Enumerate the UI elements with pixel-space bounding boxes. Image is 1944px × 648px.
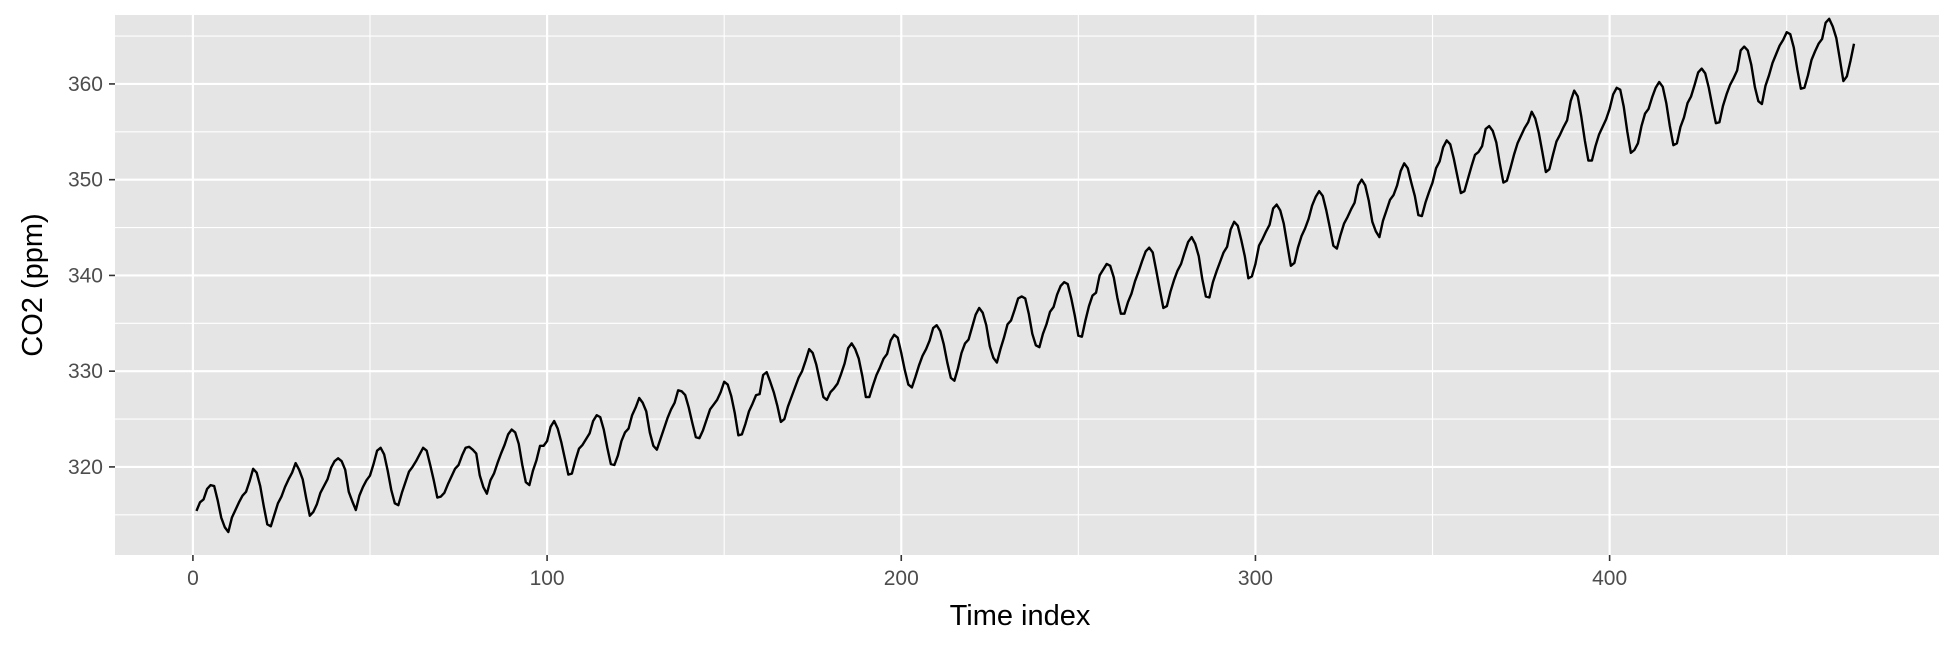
y-axis-title: CO2 (ppm) — [17, 213, 49, 356]
x-tick-label: 400 — [1592, 567, 1627, 590]
minor-gridlines-x — [369, 15, 1788, 555]
y-tick-label: 350 — [68, 169, 103, 192]
x-tick-label: 0 — [187, 567, 199, 590]
major-gridlines-y — [115, 82, 1939, 469]
x-axis-title: Time index — [950, 600, 1091, 632]
plot-panel — [115, 15, 1939, 555]
minor-gridlines-y — [115, 35, 1939, 516]
x-tick-label: 300 — [1238, 567, 1273, 590]
x-tick-label: 200 — [884, 567, 919, 590]
y-tick-label: 340 — [68, 264, 103, 287]
y-tick-label: 360 — [68, 73, 103, 96]
y-axis: 320 330 340 350 360 — [68, 73, 115, 479]
y-tick-label: 320 — [68, 456, 103, 479]
x-axis: 0 100 200 300 400 — [187, 555, 1627, 590]
y-tick-label: 330 — [68, 360, 103, 383]
co2-series-line — [195, 17, 1856, 534]
x-tick-label: 100 — [530, 567, 565, 590]
